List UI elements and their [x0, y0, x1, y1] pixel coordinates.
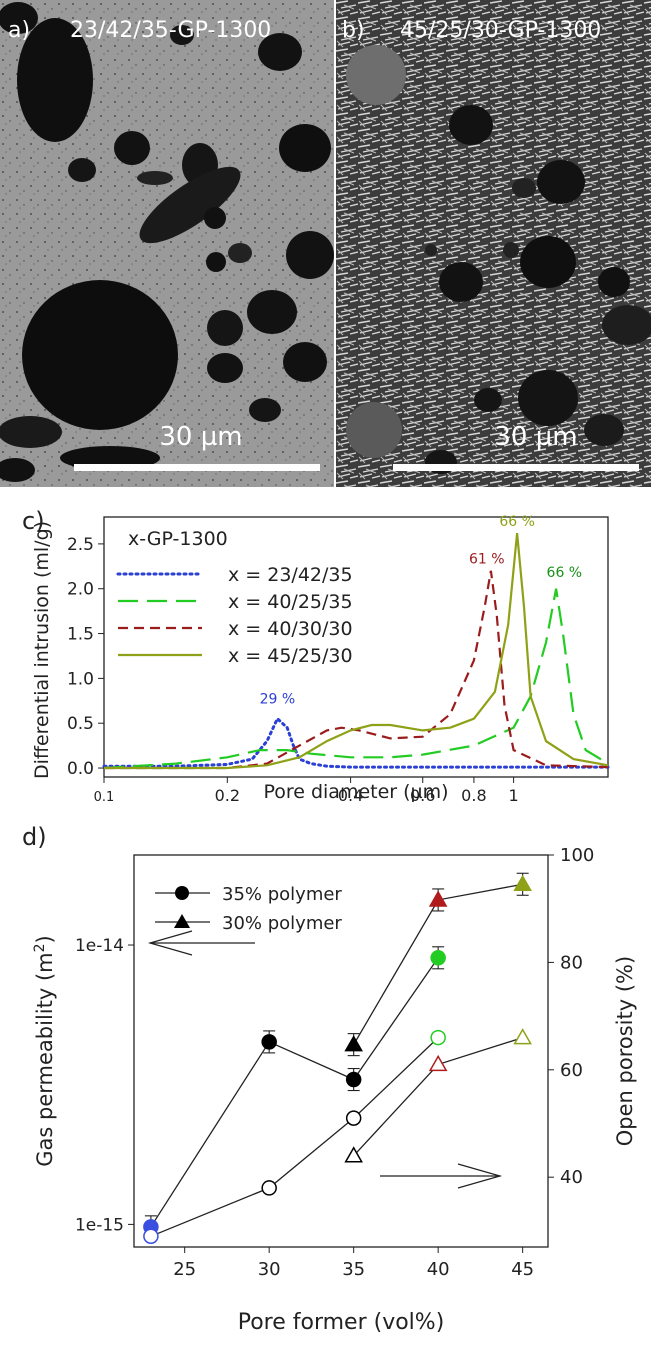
chart-c-series-line-3	[104, 570, 609, 770]
chart-d-point-1	[345, 1071, 362, 1088]
micrograph-b: b) 45/25/30-GP-1300 30 µm	[336, 0, 651, 487]
chart-d-frame	[133, 854, 549, 1248]
chart-d-ylabel: Gas permeability (m2)	[32, 935, 57, 1166]
chart-d-ylabel-close: )	[33, 935, 57, 943]
panel-a-scale-bar	[74, 464, 320, 471]
chart-c-ylabel: Differential intrusion (ml/g)	[31, 521, 53, 779]
chart-c-title: x-GP-1300	[128, 528, 228, 550]
chart-d-point-3	[430, 1029, 446, 1046]
chart-d-y2tick-label: 100	[560, 845, 594, 866]
chart-c-series-line-2	[103, 588, 609, 770]
chart-c-ytick-label: 2.0	[67, 580, 94, 600]
chart-c-legend-label-2: x = 40/25/35	[228, 591, 353, 613]
micrograph-a-image	[0, 0, 334, 487]
chart-c-xtick-label: 1	[509, 786, 519, 802]
chart-c-frame	[103, 516, 609, 778]
chart-c-peak-label-3: 61 %	[469, 552, 505, 568]
chart-c-legend-label-3: x = 40/30/30	[228, 618, 353, 640]
chart-d-point-4	[428, 1054, 448, 1072]
panel-b-letter: b)	[342, 18, 365, 43]
chart-c-xtick-label: 0.8	[461, 786, 486, 802]
chart-d-ytick-label: 1e-15	[75, 1215, 124, 1235]
chart-d-point-1	[430, 950, 446, 966]
chart-c-ytick-label: 1.0	[67, 669, 94, 689]
chart-d-ylabel-sup: 2	[32, 943, 48, 952]
chart-d-legend-marker-1	[175, 886, 189, 900]
chart-d-point-4	[513, 1028, 532, 1045]
panel-b-label: 45/25/30-GP-1300	[400, 18, 602, 43]
panel-a-scale-label: 30 µm	[159, 422, 243, 452]
chart-c-peak-label-1: 29 %	[260, 691, 296, 707]
permeability-porosity-chart: d) 25 30 35 40 45 1e-14 1e-15 40 60 80 100 35% pol…	[22, 823, 637, 1335]
chart-c-xtick-label: 0.2	[215, 786, 240, 802]
chart-d-series-line-3	[150, 1037, 439, 1237]
chart-c-legend-label-1: x = 23/42/35	[228, 564, 353, 586]
chart-c-xtick-label: 0.1	[94, 790, 115, 802]
micrograph-b-image	[336, 0, 651, 487]
chart-d-legend-label-1: 35% polymer	[222, 884, 342, 905]
chart-c-ytick-label: 2.5	[67, 535, 94, 555]
chart-c-xlabel: Pore diameter (µm)	[263, 781, 448, 802]
chart-c-xtick-label: 0.6	[410, 786, 435, 802]
arrow-right-porosity	[380, 1163, 503, 1189]
chart-d-legend-label-2: 30% polymer	[222, 913, 342, 934]
chart-d-point-1	[261, 1034, 277, 1050]
chart-d-y2label: Open porosity (%)	[613, 956, 637, 1146]
chart-d-point-2	[513, 874, 532, 892]
chart-d-point-3	[143, 1228, 159, 1245]
chart-c-series-line-1	[102, 716, 610, 769]
panel-a-letter: a)	[8, 18, 31, 43]
chart-d-ylabel-main: Gas permeability (m	[33, 952, 57, 1166]
chart-d-point-4	[344, 1146, 363, 1163]
chart-d-y2tick-label: 80	[560, 952, 583, 973]
chart-d-y2tick-label: 40	[560, 1167, 583, 1188]
chart-d-xlabel: Pore former (vol%)	[238, 1310, 445, 1335]
panel-b-scale-bar	[393, 464, 639, 471]
chart-d-xtick-label: 25	[173, 1259, 196, 1280]
chart-c-ytick-label: 0.5	[67, 714, 94, 734]
chart-d-ytick-label: 1e-14	[75, 936, 124, 956]
chart-d-xtick-label: 30	[258, 1259, 281, 1280]
panel-b-scale-label: 30 µm	[494, 422, 578, 452]
chart-c-xtick-label: 0.4	[338, 786, 363, 802]
pore-size-distribution-chart: c) 0.0 0.5 1.0 1.5 2.0 2.5 0.1 0.2 0.4 0.6 0.8 1 29…	[22, 507, 610, 802]
panel-d-letter: d)	[22, 823, 47, 851]
chart-d-xtick-label: 35	[342, 1259, 365, 1280]
micrograph-a: a) 23/42/35-GP-1300 30 µm	[0, 0, 334, 487]
chart-d-point-3	[345, 1110, 362, 1126]
chart-c-ytick-label: 0.0	[67, 759, 94, 779]
panel-a-label: 23/42/35-GP-1300	[70, 18, 272, 43]
chart-c-legend-label-4: x = 45/25/30	[228, 645, 353, 667]
chart-d-xtick-label: 40	[427, 1259, 450, 1280]
chart-d-point-3	[261, 1180, 277, 1196]
chart-c-series-line-4	[104, 532, 609, 770]
chart-c-peak-label-4: 66 %	[499, 514, 535, 530]
arrow-left-permeability	[147, 930, 255, 956]
chart-d-legend-marker-2	[174, 914, 190, 928]
panel-c-letter: c)	[22, 507, 45, 535]
chart-d-series-line-1	[150, 957, 439, 1228]
chart-d-point-2	[428, 890, 448, 907]
chart-d-xtick-label: 45	[511, 1259, 534, 1280]
chart-d-y2tick-label: 60	[560, 1060, 583, 1081]
chart-c-peak-label-2: 66 %	[547, 565, 583, 581]
chart-c-ytick-label: 1.5	[67, 625, 94, 645]
chart-d-point-2	[344, 1035, 363, 1052]
